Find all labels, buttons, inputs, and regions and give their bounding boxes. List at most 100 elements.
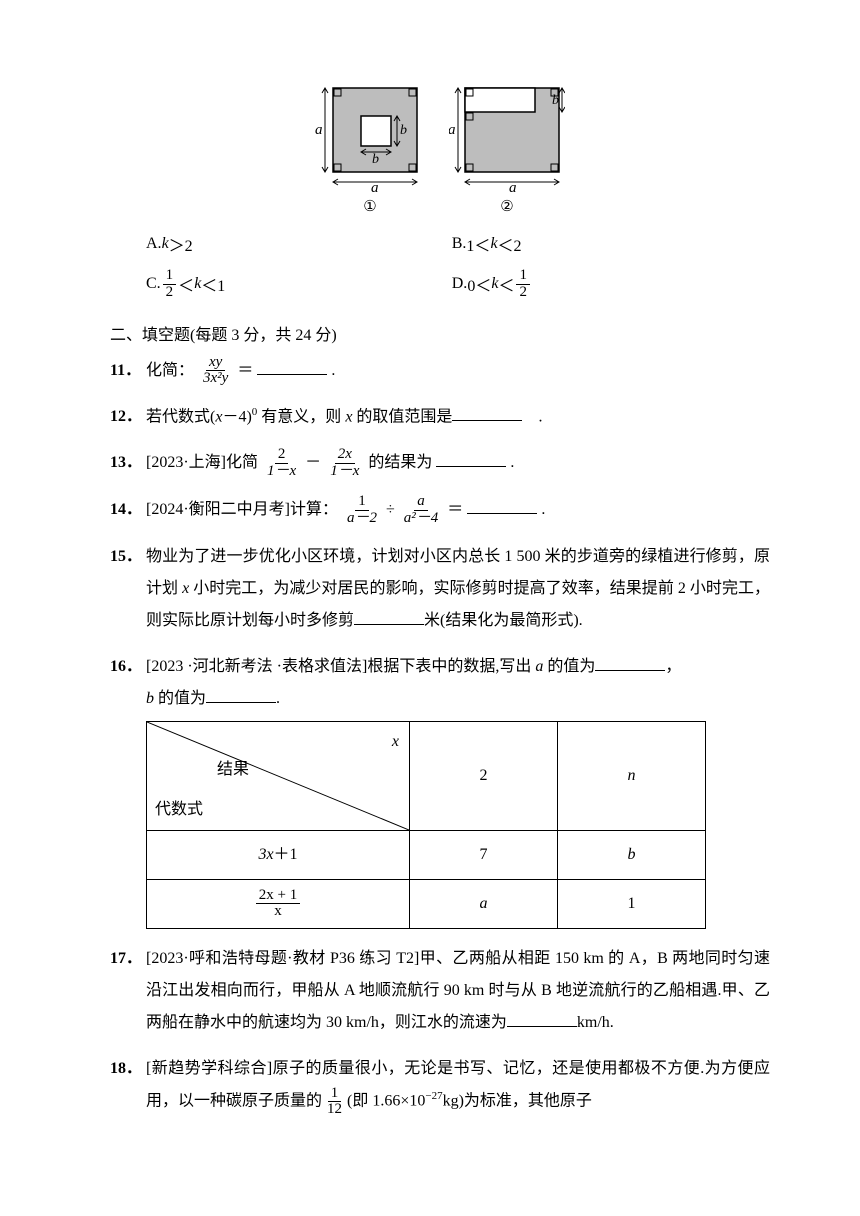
q16-num: 16．: [110, 651, 146, 930]
q16-x-label: x: [392, 726, 399, 758]
q13-num: 13．: [110, 447, 146, 480]
q16-r1c2: b: [558, 830, 706, 879]
q18-exp: −27: [425, 1090, 442, 1102]
svg-text:a: a: [371, 180, 379, 192]
q18-mid: (即 1.66×10: [347, 1092, 425, 1109]
q14-frac2: aa²－4: [401, 494, 442, 527]
q10-choices: A. k k＞2 ＞2 B. 1＜ k ＜2 C. 12 ＜ k ＜1 D. 0…: [146, 226, 770, 307]
svg-text:b: b: [552, 93, 559, 108]
svg-text:b: b: [400, 123, 407, 138]
q16-post: 的值为: [154, 690, 206, 707]
diagram-2-svg: a b a: [449, 80, 565, 192]
choice-b-var: k: [490, 235, 497, 253]
choice-b-r: ＜2: [498, 232, 522, 256]
diagram-1-svg: a a b b: [315, 80, 425, 192]
q16-result-label: 结果: [217, 754, 249, 786]
q17-text: [2023·呼和浩特母题·教材 P36 练习 T2]甲、乙两船从相距 150 k…: [146, 950, 770, 1031]
choice-c-var: k: [194, 275, 201, 293]
q12-num: 12．: [110, 401, 146, 433]
q18: 18． [新趋势学科综合]原子的质量很小，无论是书写、记忆，还是使用都极不方便.…: [110, 1053, 770, 1118]
q14-frac1: 1a－2: [344, 494, 380, 527]
frac-half-2: 12: [516, 268, 530, 301]
q13-tag: [2023·上海]化简: [146, 454, 258, 471]
q13-post: 的结果为: [368, 454, 432, 471]
choice-c: C. 12 ＜ k ＜1: [146, 268, 452, 301]
choice-c-r: ＜1: [201, 272, 225, 296]
q16-b: b: [146, 690, 154, 707]
q14: 14． [2024·衡阳二中月考]计算： 1a－2 ÷ aa²－4 ＝ .: [110, 494, 770, 527]
q12-blank: [452, 403, 522, 422]
q16-col1: 2: [410, 721, 558, 830]
q16-r1c1: 7: [410, 830, 558, 879]
q18-num: 18．: [110, 1053, 146, 1118]
q12-end: .: [522, 408, 542, 425]
diagram-2-caption: ②: [449, 197, 565, 216]
q14-end: .: [541, 501, 545, 518]
q18-post: kg)为标准，其他原子: [443, 1092, 592, 1109]
choice-b: B. 1＜ k ＜2: [452, 232, 758, 256]
svg-text:a: a: [315, 122, 323, 138]
q11-post: .: [331, 362, 335, 379]
choice-a: A. k k＞2 ＞2: [146, 232, 452, 256]
q15: 15． 物业为了进一步优化小区环境，计划对小区内总长 1 500 米的步道旁的绿…: [110, 541, 770, 637]
q16-r1-expr: 3x＋1: [147, 830, 410, 879]
q16-r2c1: a: [410, 879, 558, 929]
choice-a-var: k: [162, 235, 169, 253]
q11-num: 11．: [110, 355, 146, 388]
q14-eq: ＝: [447, 501, 463, 518]
q16-mid: 的值为: [543, 658, 595, 675]
choice-a-rel: ＞2: [169, 232, 193, 256]
q18-frac: 112: [324, 1086, 345, 1119]
choice-c-label: C.: [146, 275, 161, 293]
q12-mid2: 有意义，则: [257, 408, 345, 425]
section-2-heading: 二、填空题(每题 3 分，共 24 分): [110, 321, 770, 345]
q15-t3: 米(结果化为最简形式).: [424, 612, 583, 629]
q11-pre: 化简：: [146, 362, 194, 379]
q12-post: 的取值范围是: [352, 408, 452, 425]
q16-blank2: [206, 684, 276, 703]
q16-blank1: [595, 652, 665, 671]
q16-col2: n: [558, 721, 706, 830]
q12-pre: 若代数式(: [146, 408, 215, 425]
q15-num: 15．: [110, 541, 146, 637]
choice-b-label: B.: [452, 235, 467, 253]
q16-tag: [2023 ·河北新考法 ·表格求值法]根据下表中的数据,写出: [146, 658, 535, 675]
q13-frac2: 2x1－x: [327, 447, 362, 480]
q14-blank: [467, 495, 537, 514]
choice-d-l: 0＜: [467, 272, 491, 296]
q17-num: 17．: [110, 943, 146, 1039]
q13: 13． [2023·上海]化简 21－x － 2x1－x 的结果为 .: [110, 447, 770, 480]
q12: 12． 若代数式(x－4)0 有意义，则 x 的取值范围是 .: [110, 401, 770, 433]
choice-a-label: A.: [146, 235, 162, 253]
q11-eq: ＝: [237, 362, 253, 379]
q14-tag: [2024·衡阳二中月考]计算：: [146, 501, 338, 518]
diagram-1: a a b b ①: [315, 80, 425, 216]
q14-div: ÷: [386, 501, 395, 518]
q13-frac1: 21－x: [264, 447, 299, 480]
diagram-2: a b a ②: [449, 80, 565, 216]
q16-r2-expr: 2x + 1x: [147, 879, 410, 929]
q11: 11． 化简： xy3x²y ＝ .: [110, 355, 770, 388]
q11-blank: [257, 356, 327, 375]
q10-diagrams: a a b b ①: [110, 80, 770, 216]
q17-blank: [507, 1009, 577, 1028]
q16-table: x 结果 代数式 2 n 3x＋1 7 b 2x + 1x a: [146, 721, 706, 930]
choice-d: D. 0＜ k ＜ 12: [452, 268, 758, 301]
q16-expr-label: 代数式: [155, 794, 203, 826]
frac-half-1: 12: [163, 268, 177, 301]
q12-mid: －4): [222, 408, 251, 425]
choice-d-label: D.: [452, 275, 468, 293]
q16-diag-cell: x 结果 代数式: [147, 721, 410, 830]
svg-text:a: a: [449, 122, 456, 138]
q13-minus: －: [305, 454, 321, 471]
q17: 17． [2023·呼和浩特母题·教材 P36 练习 T2]甲、乙两船从相距 1…: [110, 943, 770, 1039]
q16-end: .: [276, 690, 280, 707]
q14-num: 14．: [110, 494, 146, 527]
q15-blank: [354, 606, 424, 625]
svg-text:a: a: [509, 180, 517, 192]
choice-b-l: 1＜: [466, 232, 490, 256]
choice-d-var: k: [491, 275, 498, 293]
choice-d-m: ＜: [498, 272, 514, 296]
q16-comma: ，: [665, 658, 681, 675]
q11-frac: xy3x²y: [200, 355, 231, 388]
